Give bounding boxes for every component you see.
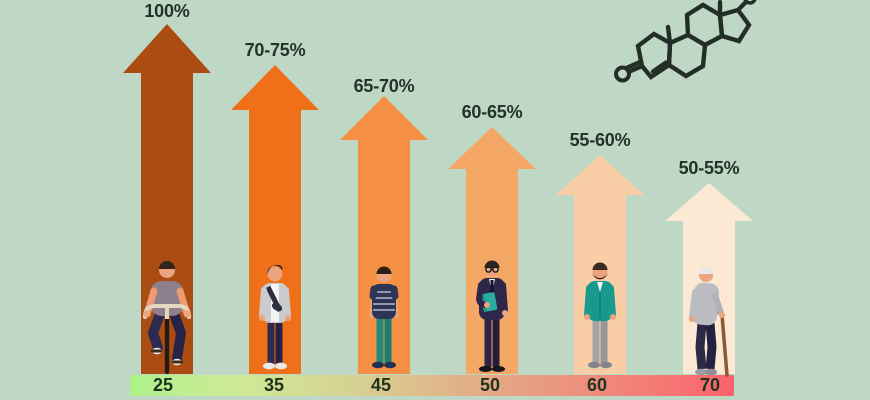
young-man-with-crossbody-bag-icon [259,264,291,370]
young-man-riding-bicycle-icon [143,261,191,374]
businessman-with-folder-icon [475,260,508,372]
percent-label-age-45: 65-70% [353,76,415,96]
testosterone-molecule-icon [614,0,757,83]
age-tick-50: 50 [479,375,501,395]
age-tick-60: 60 [586,375,608,395]
age-axis-gradient-bar [130,375,734,396]
percent-label-age-50: 60-65% [461,102,523,122]
age-tick-70: 70 [699,375,721,395]
percent-label-age-60: 55-60% [569,130,631,150]
age-tick-35: 35 [263,375,285,395]
man-in-striped-shirt-icon [369,266,399,369]
elderly-man-with-cane-icon [689,267,729,377]
percent-label-age-70: 50-55% [678,158,740,178]
percent-label-age-35: 70-75% [244,40,306,60]
bearded-man-in-cardigan-icon [584,262,616,369]
age-tick-25: 25 [152,375,174,395]
percent-label-age-25: 100% [144,1,190,21]
age-tick-45: 45 [370,375,392,395]
